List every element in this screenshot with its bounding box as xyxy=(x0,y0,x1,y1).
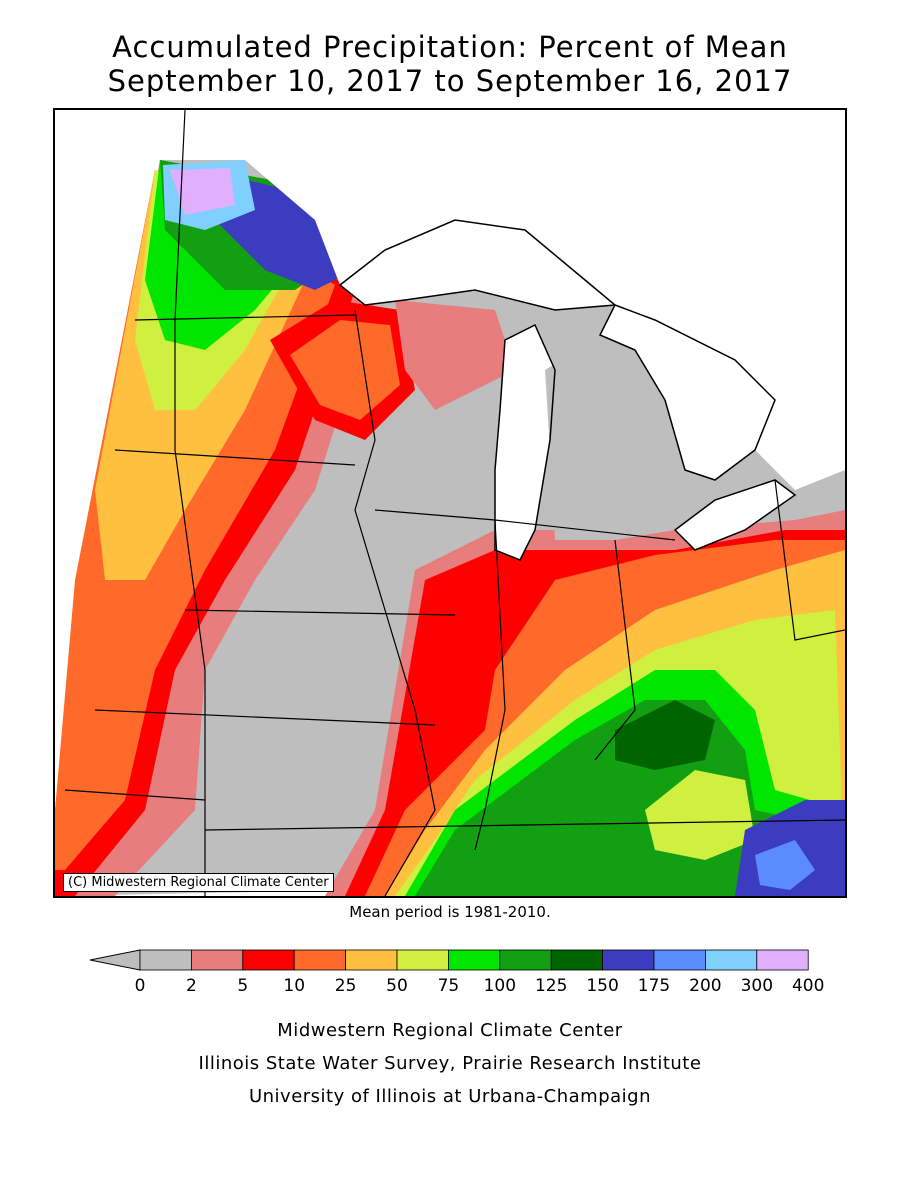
legend-swatch xyxy=(242,949,295,971)
legend-swatch xyxy=(191,949,244,971)
map-title-line1: Accumulated Precipitation: Percent of Me… xyxy=(112,30,788,64)
lake-huron xyxy=(600,305,775,480)
map-title-line2: September 10, 2017 to September 16, 2017 xyxy=(107,64,793,98)
legend-swatch xyxy=(602,949,655,971)
region-blue-se xyxy=(755,840,815,890)
legend-swatch xyxy=(550,949,604,971)
region-yellowgreen-ky xyxy=(645,770,755,860)
legend-tick-label: 2 xyxy=(186,976,197,996)
legend-bar: 0 2 5 10 25 50 75 100 125 150 175 200 300 400 xyxy=(89,949,824,996)
lake-superior xyxy=(340,220,615,310)
precipitation-map: (C) Midwestern Regional Climate Center xyxy=(53,108,847,898)
legend-tick-label: 200 xyxy=(689,976,721,996)
region-pink-michigan xyxy=(395,300,515,410)
legend-swatch xyxy=(396,949,449,971)
footer-org: Midwestern Regional Climate Center xyxy=(277,1020,623,1041)
legend-tick-label: 150 xyxy=(586,976,618,996)
legend-swatch xyxy=(705,949,758,971)
mean-period-note: Mean period is 1981-2010. xyxy=(349,903,551,921)
legend-tick-label: 75 xyxy=(438,976,460,996)
legend-swatch xyxy=(756,949,809,971)
region-darkgreen-se xyxy=(615,700,715,770)
legend-swatch xyxy=(653,949,706,971)
legend-tick-label: 0 xyxy=(135,976,146,996)
lake-erie xyxy=(675,480,795,550)
michigan-lower-peninsula xyxy=(545,340,685,540)
legend-tick-label: 100 xyxy=(484,976,516,996)
footer-survey: Illinois State Water Survey, Prairie Res… xyxy=(198,1053,702,1074)
legend-swatch xyxy=(345,949,398,971)
legend-tick-label: 300 xyxy=(741,976,773,996)
legend-tick-label: 175 xyxy=(638,976,670,996)
lake-outlines xyxy=(338,219,797,561)
footer-university: University of Illinois at Urbana-Champai… xyxy=(248,1086,652,1107)
legend-swatch xyxy=(139,949,192,971)
legend-arrow xyxy=(89,949,141,971)
legend-tick-label: 50 xyxy=(386,976,408,996)
region-orange-wisconsin xyxy=(290,320,400,420)
legend-tick-label: 400 xyxy=(792,976,824,996)
legend-swatch xyxy=(499,949,552,971)
canada-land xyxy=(160,110,845,490)
region-lavender-nw xyxy=(170,168,235,215)
legend-swatch xyxy=(293,949,346,971)
legend-tick-label: 125 xyxy=(535,976,567,996)
legend-tick-label: 25 xyxy=(335,976,357,996)
legend-swatch xyxy=(447,949,501,971)
copyright-label: (C) Midwestern Regional Climate Center xyxy=(63,873,334,892)
legend-tick-label: 10 xyxy=(283,976,305,996)
lake-michigan xyxy=(495,325,555,560)
legend-tick-label: 5 xyxy=(237,976,248,996)
color-legend: 0 2 5 10 25 50 75 100 125 150 175 200 300 400 xyxy=(88,945,838,1005)
map-canvas xyxy=(55,110,845,896)
